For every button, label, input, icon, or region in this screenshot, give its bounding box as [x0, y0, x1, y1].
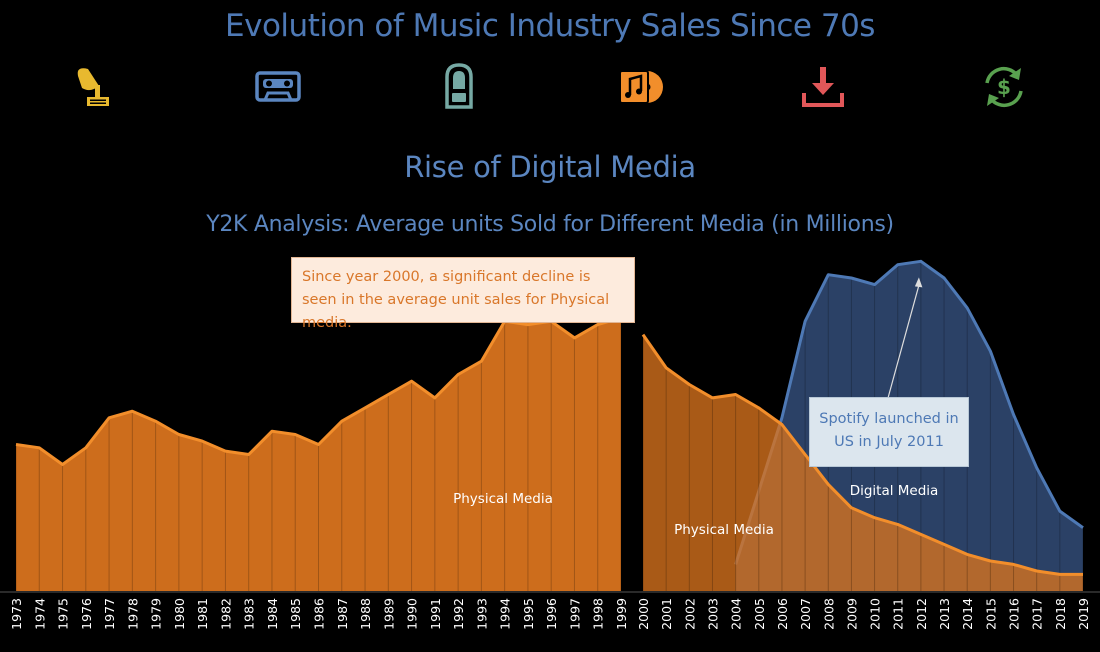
x-tick-2004: 2004	[729, 598, 744, 630]
x-tick-1982: 1982	[218, 598, 233, 630]
x-tick-1993: 1993	[474, 598, 489, 630]
x-tick-1981: 1981	[195, 598, 210, 630]
spotify-arrow-line	[887, 285, 920, 399]
x-tick-1978: 1978	[125, 598, 140, 630]
x-tick-2009: 2009	[844, 598, 859, 630]
x-tick-1973: 1973	[9, 598, 24, 630]
main-title: Evolution of Music Industry Sales Since …	[225, 8, 875, 44]
x-tick-1997: 1997	[567, 598, 582, 630]
digital-media-line	[734, 259, 1084, 565]
x-tick-2015: 2015	[983, 598, 998, 630]
x-tick-1979: 1979	[149, 598, 164, 630]
x-tick-2019: 2019	[1076, 598, 1091, 630]
x-tick-2011: 2011	[891, 598, 906, 630]
x-tick-1980: 1980	[172, 598, 187, 630]
x-tick-1976: 1976	[79, 598, 94, 630]
x-tick-1996: 1996	[544, 598, 559, 630]
x-tick-1990: 1990	[405, 598, 420, 630]
x-tick-1992: 1992	[451, 598, 466, 630]
physical-media-post2000-line	[641, 333, 1083, 576]
x-tick-2003: 2003	[705, 598, 720, 630]
download-icon	[796, 60, 850, 114]
x-tick-1984: 1984	[265, 598, 280, 630]
x-tick-1975: 1975	[56, 598, 71, 630]
gramophone-icon	[68, 60, 122, 114]
x-tick-1989: 1989	[381, 598, 396, 630]
physical-media-pre2000-line	[15, 316, 622, 466]
spotify-callout: Spotify launched in US in July 2011	[809, 397, 969, 467]
x-tick-1991: 1991	[428, 598, 443, 630]
x-tick-1983: 1983	[242, 598, 257, 630]
x-tick-2010: 2010	[868, 598, 883, 630]
physical-media-pre2000-area	[16, 317, 621, 591]
media-icons-row: $	[0, 60, 1100, 116]
x-tick-1995: 1995	[521, 598, 536, 630]
x-tick-2016: 2016	[1007, 598, 1022, 630]
x-tick-1994: 1994	[498, 598, 513, 630]
x-tick-1977: 1977	[102, 598, 117, 630]
x-tick-2007: 2007	[798, 598, 813, 630]
physical-media-post2000-area	[643, 334, 1083, 591]
x-tick-2002: 2002	[682, 598, 697, 630]
x-tick-2001: 2001	[659, 598, 674, 630]
x-tick-2014: 2014	[960, 598, 975, 630]
x-tick-1986: 1986	[312, 598, 327, 630]
spotify-arrow-head	[914, 277, 923, 288]
series-label-digital-media: Digital Media	[850, 483, 939, 499]
svg-text:$: $	[997, 75, 1011, 99]
series-label-physical-media-post2000: Physical Media	[674, 522, 774, 538]
jukebox-icon	[432, 60, 486, 114]
x-tick-2012: 2012	[914, 598, 929, 630]
cassette-icon	[251, 60, 305, 114]
x-tick-2008: 2008	[821, 598, 836, 630]
physical-decline-callout: Since year 2000, a significant decline i…	[291, 257, 635, 331]
section-title: Rise of Digital Media	[404, 150, 696, 184]
x-tick-2013: 2013	[937, 598, 952, 630]
x-tick-2006: 2006	[775, 598, 790, 630]
x-tick-2005: 2005	[752, 598, 767, 630]
chart-title: Y2K Analysis: Average units Sold for Dif…	[206, 212, 894, 237]
x-tick-1974: 1974	[32, 598, 47, 630]
x-tick-2000: 2000	[636, 598, 651, 630]
x-tick-1999: 1999	[614, 598, 629, 630]
x-tick-1988: 1988	[358, 598, 373, 630]
x-tick-1998: 1998	[591, 598, 606, 630]
dollar-refresh-icon: $	[977, 60, 1031, 114]
cd-music-icon	[614, 60, 668, 114]
series-label-physical-media-pre2000: Physical Media	[453, 491, 553, 507]
x-tick-2018: 2018	[1053, 598, 1068, 630]
x-tick-1987: 1987	[335, 598, 350, 630]
x-tick-1985: 1985	[288, 598, 303, 630]
x-tick-2017: 2017	[1030, 598, 1045, 630]
